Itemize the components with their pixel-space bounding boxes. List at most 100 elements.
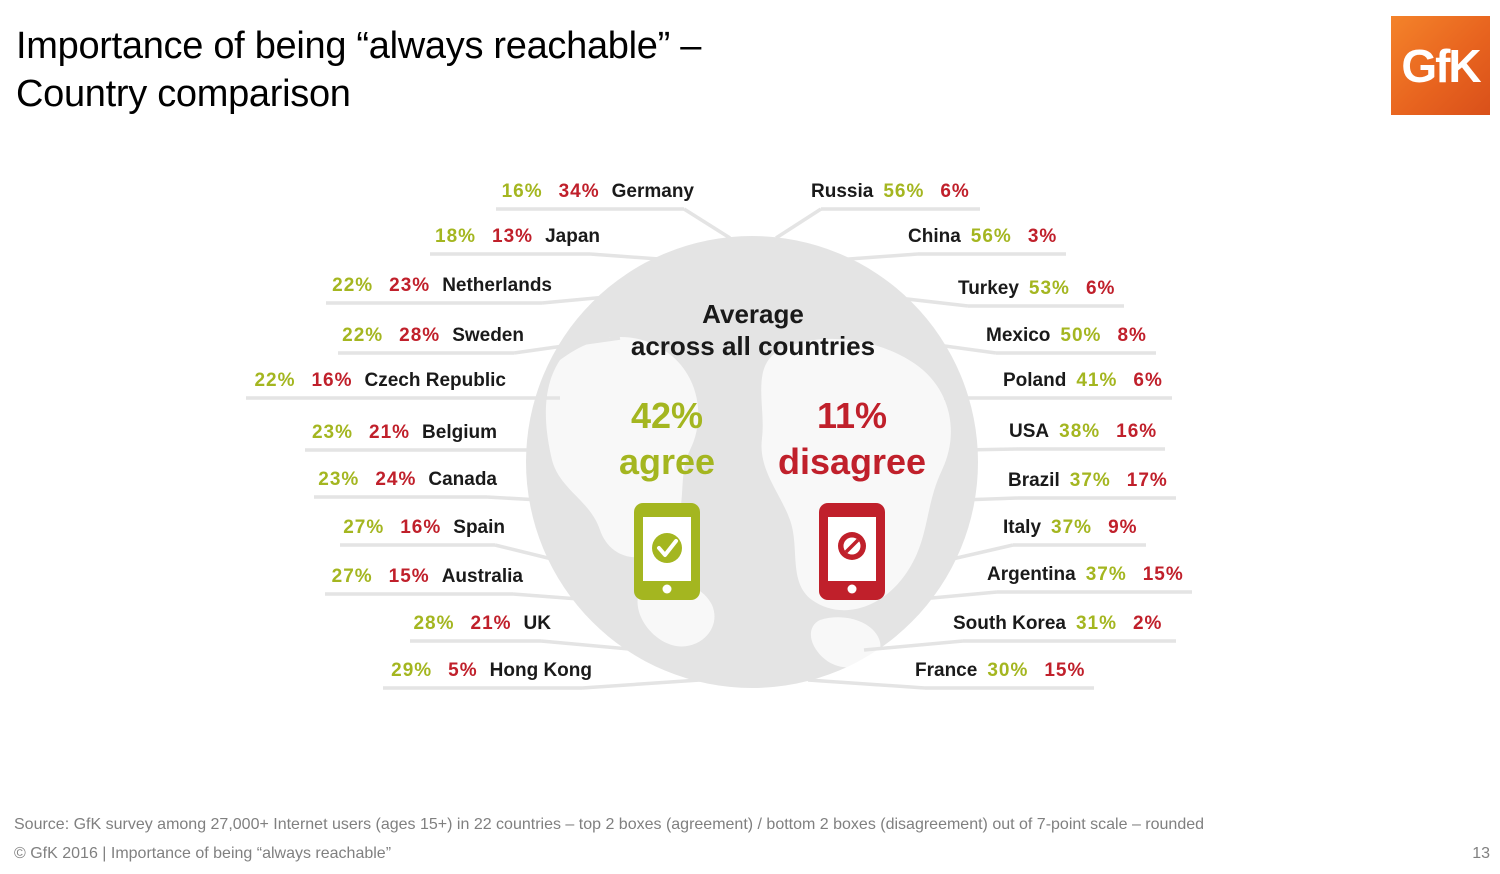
average-disagree: 11% disagree xyxy=(752,393,952,485)
average-heading-line1: Average xyxy=(702,299,804,329)
country-row-right: Italy 37% 9% xyxy=(1003,515,1138,541)
country-row-left: 27% 15% Australia xyxy=(332,564,523,590)
disagree-percent: 15% xyxy=(1142,564,1184,585)
disagree-percent: 16% xyxy=(1116,421,1158,442)
country-row-right: China 56% 3% xyxy=(908,224,1057,250)
country-row-left: 22% 23% Netherlands xyxy=(332,273,552,299)
country-name: Germany xyxy=(611,181,694,202)
leader-line-connector xyxy=(807,252,919,264)
country-row-left: 22% 28% Sweden xyxy=(342,323,524,349)
leader-line-connector xyxy=(581,678,701,690)
average-agree: 42% agree xyxy=(596,393,738,485)
disagree-percent: 23% xyxy=(389,275,431,296)
country-row-left: 29% 5% Hong Kong xyxy=(391,658,592,684)
slide-title-line1: Importance of being “always reachable” – xyxy=(16,25,702,67)
country-name: UK xyxy=(523,613,551,634)
agree-percent: 56% xyxy=(970,226,1012,247)
disagree-percent: 21% xyxy=(470,613,512,634)
page-number: 13 xyxy=(1472,845,1490,862)
leader-line-connector xyxy=(775,207,822,240)
average-heading: Average across all countries xyxy=(600,298,906,362)
disagree-percent: 15% xyxy=(1044,660,1086,681)
leader-line-connector xyxy=(863,639,964,652)
leader-line xyxy=(885,336,1156,355)
country-name: Argentina xyxy=(987,564,1076,585)
country-row-right: South Korea 31% 2% xyxy=(953,611,1162,637)
country-name: Italy xyxy=(1003,517,1042,538)
leader-line xyxy=(863,639,1176,652)
disagree-percent: 17% xyxy=(1126,470,1168,491)
leader-line-connector xyxy=(909,590,998,602)
leader-lines xyxy=(246,207,1192,690)
country-name: Czech Republic xyxy=(364,370,506,391)
agree-percent: 28% xyxy=(413,613,455,634)
average-disagree-value: 11% xyxy=(816,395,888,436)
leader-line-connector xyxy=(885,336,997,355)
agree-percent: 38% xyxy=(1059,421,1101,442)
slide-title-line2: Country comparison xyxy=(16,73,351,115)
leader-line xyxy=(338,336,621,355)
leader-line xyxy=(961,447,1165,452)
leader-line-connector xyxy=(947,543,1014,562)
country-row-left: 23% 24% Canada xyxy=(318,467,497,493)
country-name: South Korea xyxy=(953,613,1066,634)
disagree-percent: 8% xyxy=(1117,325,1147,346)
agree-phone-icon xyxy=(634,503,700,600)
agree-percent: 50% xyxy=(1060,325,1102,346)
disagree-percent: 21% xyxy=(369,422,411,443)
agree-percent: 37% xyxy=(1085,564,1127,585)
average-heading-line2: across all countries xyxy=(630,331,876,361)
agree-percent: 56% xyxy=(883,181,925,202)
disagree-percent: 6% xyxy=(1133,370,1163,391)
disagree-percent: 15% xyxy=(388,566,430,587)
agree-percent: 31% xyxy=(1075,613,1117,634)
leader-line xyxy=(961,496,1176,502)
leader-line-connector xyxy=(512,592,593,602)
country-row-right: Poland 41% 6% xyxy=(1003,368,1163,394)
agree-percent: 27% xyxy=(343,517,385,538)
country-name: Hong Kong xyxy=(489,660,592,681)
agree-percent: 53% xyxy=(1028,278,1070,299)
country-name: USA xyxy=(1009,421,1050,442)
leader-line xyxy=(845,290,1124,308)
leader-line-connector xyxy=(494,543,557,562)
slide-title: Importance of being “always reachable” –… xyxy=(16,22,701,118)
country-row-right: France 30% 15% xyxy=(915,658,1085,684)
country-row-right: Brazil 37% 17% xyxy=(1008,468,1168,494)
disagree-percent: 3% xyxy=(1027,226,1058,247)
country-row-left: 28% 21% UK xyxy=(413,611,551,637)
agree-percent: 37% xyxy=(1051,517,1093,538)
agree-percent: 18% xyxy=(435,226,477,247)
disagree-percent: 16% xyxy=(311,370,353,391)
leader-line xyxy=(496,207,731,240)
leader-line-connector xyxy=(540,639,641,652)
disagree-percent: 9% xyxy=(1108,517,1138,538)
agree-percent: 22% xyxy=(332,275,374,296)
country-name: Spain xyxy=(453,517,505,538)
leader-line-connector xyxy=(589,252,701,264)
country-row-left: 16% 34% Germany xyxy=(502,179,694,205)
leader-line-connector xyxy=(807,678,926,690)
country-row-right: USA 38% 16% xyxy=(1009,419,1157,445)
average-agree-value: 42% xyxy=(630,395,704,436)
country-row-left: 22% 16% Czech Republic xyxy=(254,368,506,394)
gfk-logo-text: GfK xyxy=(1401,39,1481,92)
leader-line xyxy=(383,678,701,690)
leader-line-connector xyxy=(961,496,1019,502)
country-row-left: 23% 21% Belgium xyxy=(312,420,497,446)
leader-line-connector xyxy=(845,290,969,308)
leader-line xyxy=(325,592,593,602)
disagree-percent: 6% xyxy=(1085,278,1116,299)
leader-line xyxy=(947,543,1146,562)
country-name: Japan xyxy=(545,226,600,247)
country-row-left: 27% 16% Spain xyxy=(343,515,505,541)
disagree-percent: 16% xyxy=(400,517,442,538)
country-name: Netherlands xyxy=(442,275,552,296)
country-name: Sweden xyxy=(452,325,524,346)
agree-percent: 30% xyxy=(987,660,1029,681)
agree-percent: 22% xyxy=(254,370,296,391)
disagree-percent: 6% xyxy=(940,181,970,202)
country-name: Turkey xyxy=(958,278,1019,299)
leader-line xyxy=(314,495,541,502)
